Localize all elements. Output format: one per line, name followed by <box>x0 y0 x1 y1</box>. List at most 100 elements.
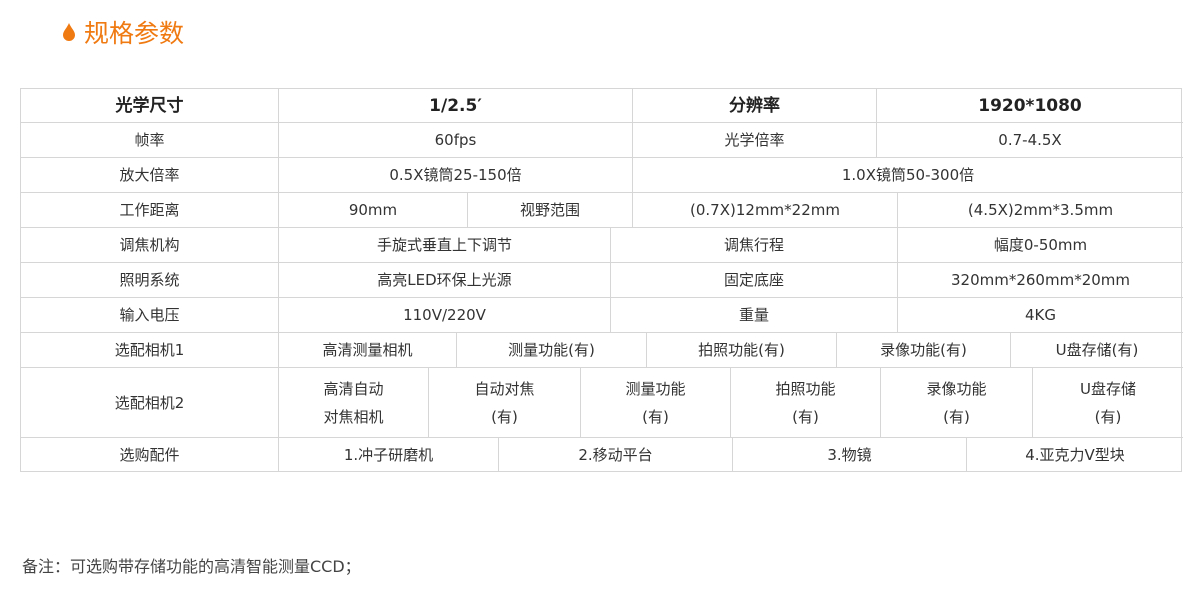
title-text: 规格参数 <box>84 19 185 48</box>
cell-text: 照明系统 <box>119 271 180 289</box>
cell-text: (有) <box>792 407 819 426</box>
cell-text: 110V/220V <box>403 306 486 324</box>
cell-value: 视野范围 <box>468 193 633 228</box>
cell-value: 320mm*260mm*20mm <box>898 263 1183 298</box>
cell-text: 手旋式垂直上下调节 <box>376 236 512 254</box>
cell-text: (0.7X)12mm*22mm <box>690 201 840 219</box>
cell-value: 90mm <box>279 193 468 228</box>
cell-value: 拍照功能(有) <box>647 333 837 368</box>
cell-text: (有) <box>943 407 970 426</box>
cell-text: U盘存储 <box>1080 379 1136 398</box>
cell-text: 调焦行程 <box>723 236 784 254</box>
cell-value: 110V/220V <box>279 298 611 333</box>
cell-text: 调焦机构 <box>119 236 180 254</box>
cell-text: 1.冲子研磨机 <box>343 446 434 464</box>
cell-text: 1/2.5′ <box>429 95 482 116</box>
cell-text: 1.0X镜筒50-300倍 <box>841 166 975 184</box>
cell-text: 视野范围 <box>519 201 580 219</box>
cell-text: 4KG <box>1024 306 1056 324</box>
cell-text: 拍照功能 <box>775 379 836 398</box>
cell-text: 选配相机2 <box>114 393 185 412</box>
cell-text: 重量 <box>738 306 769 324</box>
cell-value: 光学倍率 <box>633 123 877 158</box>
cell-text: 拍照功能(有) <box>698 341 785 359</box>
cell-value: 1/2.5′ <box>279 89 633 123</box>
cell-value: 0.7-4.5X <box>877 123 1183 158</box>
section-title: 规格参数 <box>62 14 184 50</box>
cell-text: 录像功能(有) <box>880 341 967 359</box>
cell-value: (4.5X)2mm*3.5mm <box>898 193 1183 228</box>
cell-value: 分辨率 <box>633 89 877 123</box>
cell-text: (有) <box>642 407 669 426</box>
cell-text: 测量功能(有) <box>508 341 595 359</box>
note-text: 备注：可选购带存储功能的高清智能测量CCD； <box>22 557 361 576</box>
cell-value: 高清自动 对焦相机 <box>279 368 429 438</box>
cell-value: 4KG <box>898 298 1183 333</box>
row-label: 选购配件 <box>21 438 279 472</box>
row-label: 帧率 <box>21 123 279 158</box>
cell-value: 测量功能(有) <box>581 368 731 438</box>
cell-text: U盘存储(有) <box>1055 341 1139 359</box>
cell-text: 60fps <box>434 131 477 149</box>
cell-text: 放大倍率 <box>119 166 180 184</box>
cell-text: 幅度0-50mm <box>993 236 1088 254</box>
cell-value: 3.物镜 <box>733 438 967 472</box>
row-label: 照明系统 <box>21 263 279 298</box>
cell-text: 选配相机1 <box>114 341 185 359</box>
cell-value: 1.0X镜筒50-300倍 <box>633 158 1183 193</box>
cell-text: 光学倍率 <box>724 131 785 149</box>
cell-value: U盘存储 (有) <box>1033 368 1183 438</box>
cell-value: 自动对焦 (有) <box>429 368 581 438</box>
spec-table: 光学尺寸 1/2.5′ 分辨率 1920*1080 帧率 60fps 光学倍率 0.7-4.5… <box>20 88 1183 472</box>
cell-text: 工作距离 <box>119 201 180 219</box>
cell-text: 320mm*260mm*20mm <box>950 271 1131 289</box>
cell-value: 2.移动平台 <box>499 438 733 472</box>
cell-value: 录像功能(有) <box>837 333 1011 368</box>
cell-value: 60fps <box>279 123 633 158</box>
cell-text: 固定底座 <box>723 271 784 289</box>
cell-value: 拍照功能 (有) <box>731 368 881 438</box>
cell-value: 4.亚克力V型块 <box>967 438 1183 472</box>
drop-icon <box>63 23 75 41</box>
row-label: 放大倍率 <box>21 158 279 193</box>
cell-text: 光学尺寸 <box>115 95 184 116</box>
cell-text: 高清测量相机 <box>322 341 413 359</box>
cell-value: 1920*1080 <box>877 89 1183 123</box>
cell-value: 高亮LED环保上光源 <box>279 263 611 298</box>
cell-value: 幅度0-50mm <box>898 228 1183 263</box>
cell-text: (4.5X)2mm*3.5mm <box>967 201 1114 219</box>
cell-value: 录像功能 (有) <box>881 368 1033 438</box>
cell-value: U盘存储(有) <box>1011 333 1183 368</box>
cell-text: 选购配件 <box>119 446 180 464</box>
cell-text: 高亮LED环保上光源 <box>377 271 512 289</box>
cell-text: 录像功能 <box>926 379 987 398</box>
cell-text: 输入电压 <box>119 306 180 324</box>
cell-text: 3.物镜 <box>827 446 872 464</box>
cell-value: 手旋式垂直上下调节 <box>279 228 611 263</box>
cell-value: 重量 <box>611 298 898 333</box>
row-label: 光学尺寸 <box>21 89 279 123</box>
cell-value: (0.7X)12mm*22mm <box>633 193 898 228</box>
cell-value: 固定底座 <box>611 263 898 298</box>
cell-text: 2.移动平台 <box>578 446 653 464</box>
row-label: 输入电压 <box>21 298 279 333</box>
cell-text: 0.5X镜筒25-150倍 <box>389 166 522 184</box>
cell-text: 1920*1080 <box>978 95 1082 116</box>
cell-text: 0.7-4.5X <box>998 131 1062 149</box>
cell-value: 1.冲子研磨机 <box>279 438 499 472</box>
cell-text: (有) <box>491 407 518 426</box>
cell-text: 自动对焦 <box>474 379 535 398</box>
cell-value: 测量功能(有) <box>457 333 647 368</box>
cell-text: 90mm <box>348 201 398 219</box>
row-label: 选配相机1 <box>21 333 279 368</box>
cell-text: 帧率 <box>134 131 165 149</box>
cell-text: (有) <box>1094 407 1122 426</box>
cell-value: 高清测量相机 <box>279 333 457 368</box>
row-label: 选配相机2 <box>21 368 279 438</box>
cell-text: 高清自动 <box>323 379 384 398</box>
cell-text: 分辨率 <box>729 95 780 116</box>
cell-value: 0.5X镜筒25-150倍 <box>279 158 633 193</box>
row-label: 工作距离 <box>21 193 279 228</box>
cell-text: 对焦相机 <box>323 407 384 426</box>
cell-value: 调焦行程 <box>611 228 898 263</box>
